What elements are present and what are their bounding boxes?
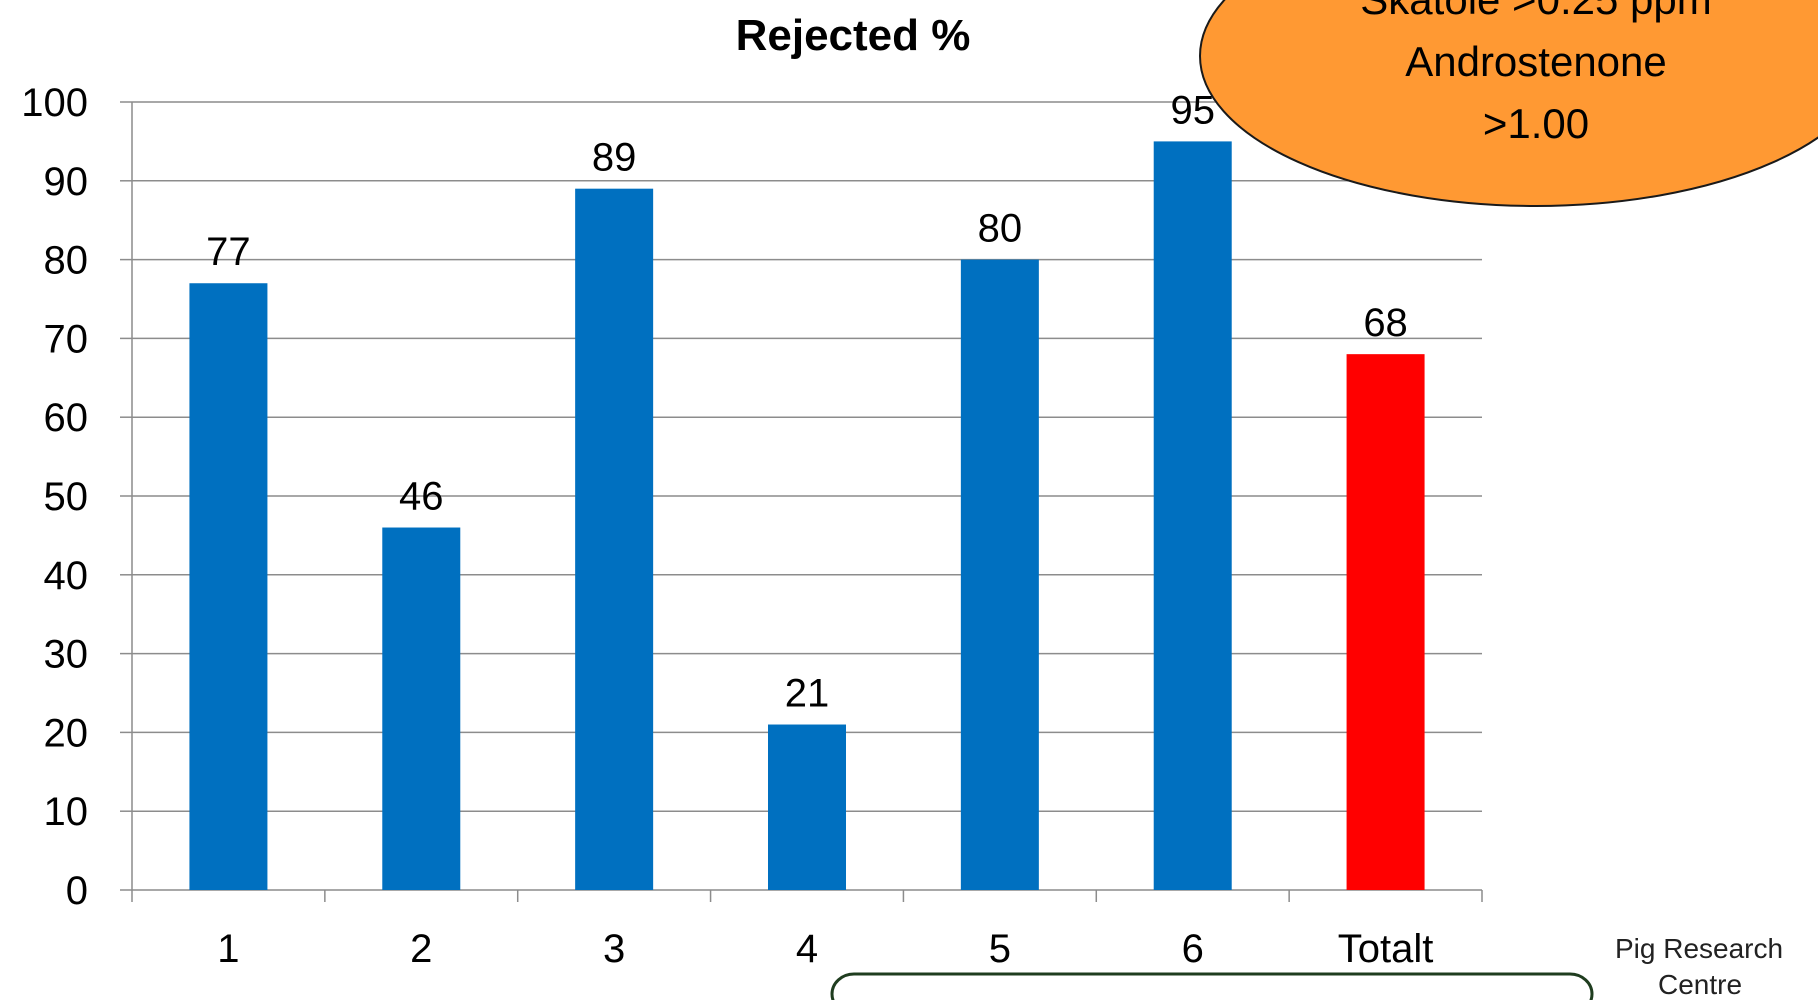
gridlines <box>120 101 1482 891</box>
bar-3 <box>575 188 654 890</box>
bar-Totalt <box>1346 354 1425 890</box>
data-label-4: 21 <box>785 672 830 716</box>
x-category-label-2: 2 <box>410 927 432 971</box>
footer-box <box>830 972 1594 1000</box>
x-category-label-3: 3 <box>603 927 625 971</box>
y-tick-label-70: 70 <box>44 317 89 361</box>
data-labels: 77 46 89 21 80 95 68 <box>206 88 1408 715</box>
org-name-line-1: Pig Research <box>1615 933 1783 964</box>
chart-title: Rejected % <box>736 11 971 60</box>
bars <box>189 141 1425 891</box>
x-category-label-6: 6 <box>1182 927 1204 971</box>
data-label-5: 80 <box>978 207 1023 251</box>
bar-1 <box>189 283 268 890</box>
bar-2 <box>382 527 461 890</box>
x-axis-category-labels: 1 2 3 4 5 6 Totalt <box>217 927 1433 971</box>
threshold-callout: Skatole >0.25 ppm Androstenone >1.00 <box>1199 0 1818 207</box>
y-axis-tick-labels: 0 10 20 30 40 50 60 70 80 90 100 <box>21 81 88 913</box>
x-category-label-1: 1 <box>217 927 239 971</box>
y-tick-label-60: 60 <box>44 396 89 440</box>
y-tick-label-40: 40 <box>44 554 89 598</box>
callout-line-2: Androstenone <box>1405 38 1667 85</box>
y-tick-label-20: 20 <box>44 711 89 755</box>
y-tick-label-80: 80 <box>44 239 89 283</box>
data-label-Totalt: 68 <box>1363 301 1408 345</box>
data-label-1: 77 <box>206 230 251 274</box>
y-tick-label-90: 90 <box>44 160 89 204</box>
y-tick-label-0: 0 <box>66 869 88 913</box>
data-label-3: 89 <box>592 136 637 180</box>
data-label-2: 46 <box>399 475 444 519</box>
y-tick-label-30: 30 <box>44 633 89 677</box>
data-label-6: 95 <box>1170 88 1215 132</box>
x-category-label-4: 4 <box>796 927 818 971</box>
callout-line-1: Skatole >0.25 ppm <box>1360 0 1711 23</box>
callout-line-3: >1.00 <box>1483 100 1589 147</box>
org-name-line-2: Centre <box>1658 969 1742 1000</box>
bar-5 <box>960 259 1039 891</box>
threshold-bubble <box>1199 0 1818 207</box>
y-tick-label-100: 100 <box>21 81 88 125</box>
x-category-label-5: 5 <box>989 927 1011 971</box>
y-tick-label-50: 50 <box>44 475 89 519</box>
x-category-label-Totalt: Totalt <box>1338 927 1434 971</box>
y-tick-label-10: 10 <box>44 790 89 834</box>
bar-6 <box>1153 141 1232 890</box>
bar-4 <box>768 724 846 890</box>
